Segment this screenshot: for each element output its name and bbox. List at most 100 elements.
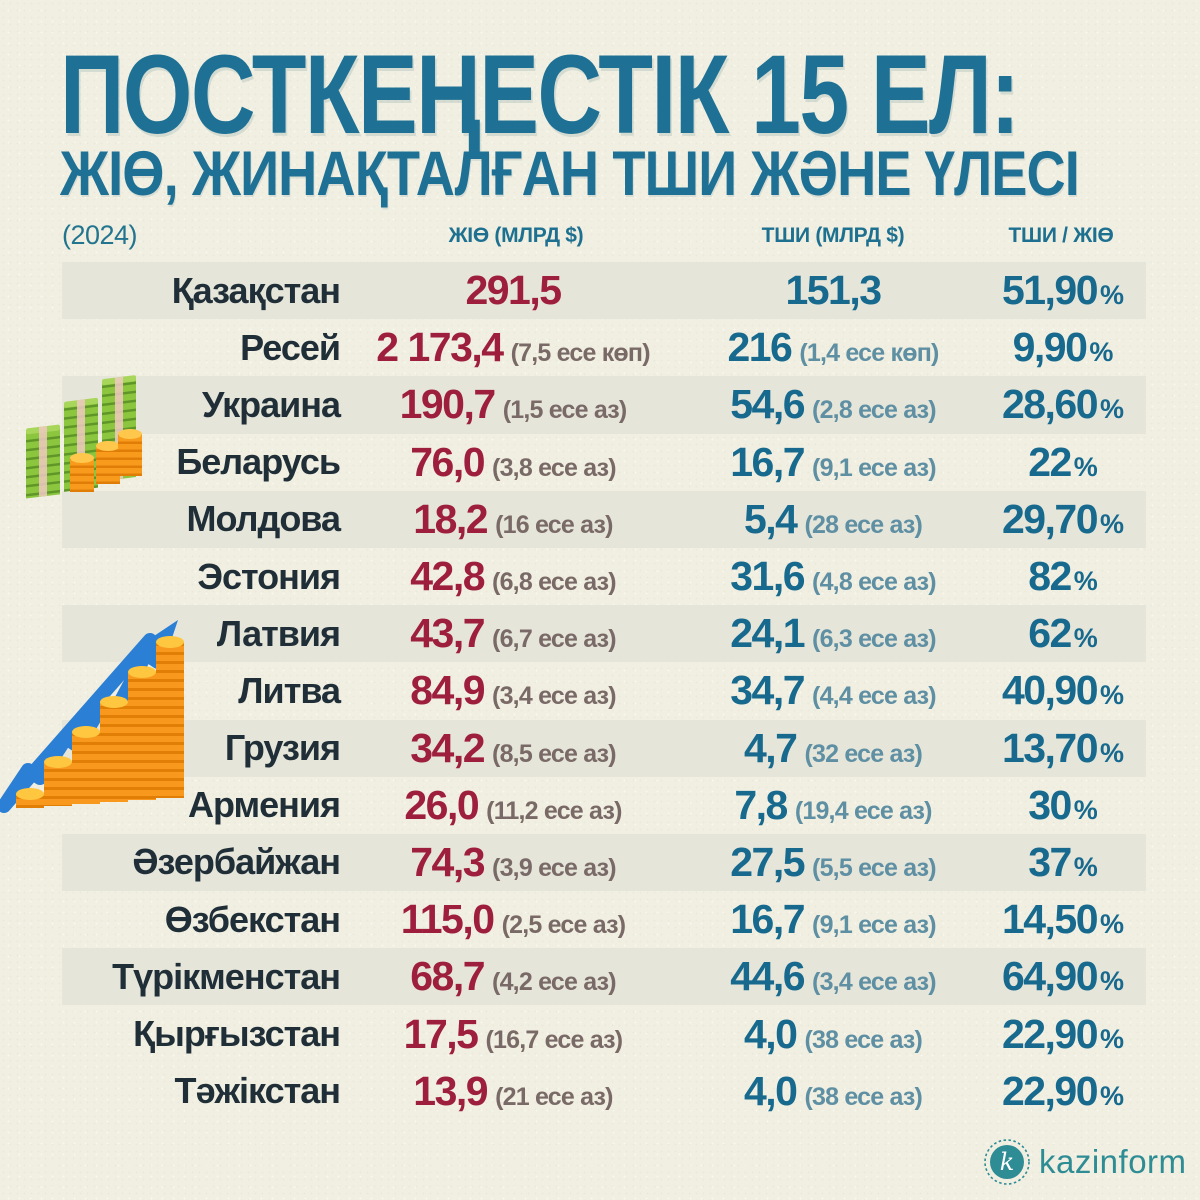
country-name: Грузия	[224, 727, 341, 769]
share-value: 29,70	[1001, 495, 1099, 542]
table-row: Ресей 2 173,4 (7,5 есе көп) 216 (1,4 есе…	[62, 319, 1146, 376]
share-value: 9,90	[1012, 324, 1088, 371]
gdp-note: (6,7 есе аз)	[492, 625, 617, 654]
percent-sign: %	[1089, 337, 1114, 368]
country-name: Қырғызстан	[133, 1013, 341, 1055]
share-cell: 82 %	[980, 553, 1146, 600]
fdi-note: (19,4 есе аз)	[794, 796, 933, 825]
gdp-note: (8,5 есе аз)	[492, 739, 617, 768]
country-name: Украина	[202, 383, 341, 425]
share-cell: 51,90 %	[980, 267, 1146, 314]
fdi-cell: 7,8 (19,4 есе аз)	[686, 782, 980, 829]
gdp-value: 115,0	[400, 896, 495, 943]
fdi-cell: 151,3	[686, 267, 980, 314]
fdi-value: 27,5	[730, 838, 805, 885]
table-row: Эстония 42,8 (6,8 есе аз) 31,6 (4,8 есе …	[62, 548, 1146, 605]
table-row: Армения 26,0 (11,2 есе аз) 7,8 (19,4 есе…	[62, 777, 1146, 834]
share-value: 37	[1028, 838, 1072, 885]
kazinform-logo-icon: k	[984, 1139, 1030, 1185]
fdi-cell: 4,7 (32 есе аз)	[686, 725, 980, 772]
percent-sign: %	[1073, 623, 1098, 654]
share-value: 40,90	[1001, 667, 1099, 714]
share-cell: 62 %	[980, 610, 1146, 657]
gdp-cell: 34,2 (8,5 есе аз)	[340, 725, 686, 772]
share-value: 13,70	[1001, 724, 1099, 771]
fdi-cell: 16,7 (9,1 есе аз)	[686, 439, 980, 486]
year-note: (2024)	[62, 220, 138, 250]
fdi-note: (5,5 есе аз)	[812, 853, 937, 882]
country-name: Өзбекстан	[164, 898, 341, 940]
table-row: Өзбекстан 115,0 (2,5 есе аз) 16,7 (9,1 е…	[62, 891, 1146, 948]
gdp-note: (2,5 есе аз)	[501, 911, 627, 940]
percent-sign: %	[1100, 966, 1125, 997]
share-cell: 30 %	[980, 782, 1146, 829]
share-value: 22,90	[1001, 1067, 1099, 1114]
gdp-value: 2 173,4	[376, 324, 504, 371]
gdp-note: (16,7 есе аз)	[485, 1025, 623, 1054]
country-name: Литва	[238, 669, 341, 711]
fdi-value: 34,7	[730, 667, 805, 714]
table-row: Қырғызстан 17,5 (16,7 есе аз) 4,0 (38 ес…	[62, 1005, 1146, 1062]
gdp-cell: 76,0 (3,8 есе аз)	[340, 439, 686, 486]
table-row: Қазақстан 291,5 151,3 51,90 %	[62, 262, 1146, 320]
gdp-value: 43,7	[410, 610, 485, 657]
share-value: 51,90	[1001, 267, 1099, 314]
country-name: Беларусь	[176, 441, 341, 483]
gdp-note: (3,4 есе аз)	[492, 682, 617, 711]
percent-sign: %	[1073, 451, 1098, 482]
percent-sign: %	[1100, 1080, 1125, 1111]
fdi-value: 151,3	[785, 267, 882, 314]
fdi-value: 7,8	[734, 781, 788, 828]
gdp-cell: 74,3 (3,9 есе аз)	[340, 839, 686, 886]
gdp-value: 17,5	[403, 1010, 479, 1057]
kazinform-logo: k kazinform	[983, 1138, 1187, 1186]
table-row: Украина 190,7 (1,5 есе аз) 54,6 (2,8 есе…	[62, 376, 1146, 434]
fdi-note: (4,8 есе аз)	[812, 568, 937, 597]
gdp-cell: 2 173,4 (7,5 есе көп)	[340, 324, 686, 371]
fdi-note: (28 есе аз)	[804, 510, 923, 539]
fdi-note: (4,4 есе аз)	[812, 682, 937, 711]
share-value: 22	[1028, 438, 1072, 485]
percent-sign: %	[1100, 508, 1125, 539]
percent-sign: %	[1073, 851, 1098, 882]
share-cell: 64,90 %	[980, 953, 1146, 1000]
percent-sign: %	[1100, 280, 1125, 311]
fdi-value: 216	[727, 324, 792, 371]
gdp-value: 13,9	[413, 1067, 488, 1114]
page-title: ПОСТКЕҢЕСТІК 15 ЕЛ:	[60, 32, 1020, 157]
fdi-cell: 4,0 (38 есе аз)	[686, 1011, 980, 1058]
gdp-note: (3,8 есе аз)	[492, 453, 617, 482]
gdp-cell: 115,0 (2,5 есе аз)	[340, 896, 686, 943]
fdi-value: 4,0	[743, 1067, 798, 1114]
gdp-cell: 190,7 (1,5 есе аз)	[340, 381, 686, 428]
growth-chart-icon	[0, 620, 184, 813]
share-value: 62	[1028, 610, 1072, 657]
fdi-cell: 27,5 (5,5 есе аз)	[686, 839, 980, 886]
country-name: Ресей	[240, 326, 341, 368]
fdi-note: (32 есе аз)	[804, 739, 923, 768]
country-name: Түрікменстан	[112, 955, 341, 997]
table-row: Беларусь 76,0 (3,8 есе аз) 16,7 (9,1 есе…	[62, 434, 1146, 491]
column-header-share: ТШИ / ЖІӨ	[1008, 224, 1114, 247]
share-cell: 9,90 %	[980, 324, 1146, 371]
kazinform-logo-text: kazinform	[1039, 1143, 1187, 1180]
table-row: Әзербайжан 74,3 (3,9 есе аз) 27,5 (5,5 е…	[62, 833, 1146, 892]
gdp-cell: 18,2 (16 есе аз)	[340, 496, 686, 543]
fdi-value: 31,6	[730, 553, 805, 600]
share-cell: 22,90 %	[980, 1068, 1146, 1115]
fdi-value: 44,6	[730, 953, 805, 1000]
column-header-gdp: ЖІӨ (МЛРД $)	[448, 224, 584, 247]
gdp-value: 291,5	[465, 267, 562, 314]
gdp-note: (1,5 есе аз)	[502, 396, 628, 425]
fdi-value: 24,1	[730, 610, 805, 657]
gdp-cell: 68,7 (4,2 есе аз)	[340, 953, 686, 1000]
svg-text:k: k	[1000, 1148, 1015, 1176]
gdp-note: (7,5 есе көп)	[510, 339, 651, 368]
percent-sign: %	[1100, 909, 1125, 940]
share-value: 28,60	[1001, 381, 1099, 428]
table-row: Грузия 34,2 (8,5 есе аз) 4,7 (32 есе аз)…	[62, 719, 1146, 777]
gdp-value: 18,2	[413, 495, 488, 542]
column-header-fdi: ТШИ (МЛРД $)	[761, 224, 905, 247]
gdp-cell: 84,9 (3,4 есе аз)	[340, 667, 686, 714]
fdi-cell: 5,4 (28 есе аз)	[686, 496, 980, 543]
